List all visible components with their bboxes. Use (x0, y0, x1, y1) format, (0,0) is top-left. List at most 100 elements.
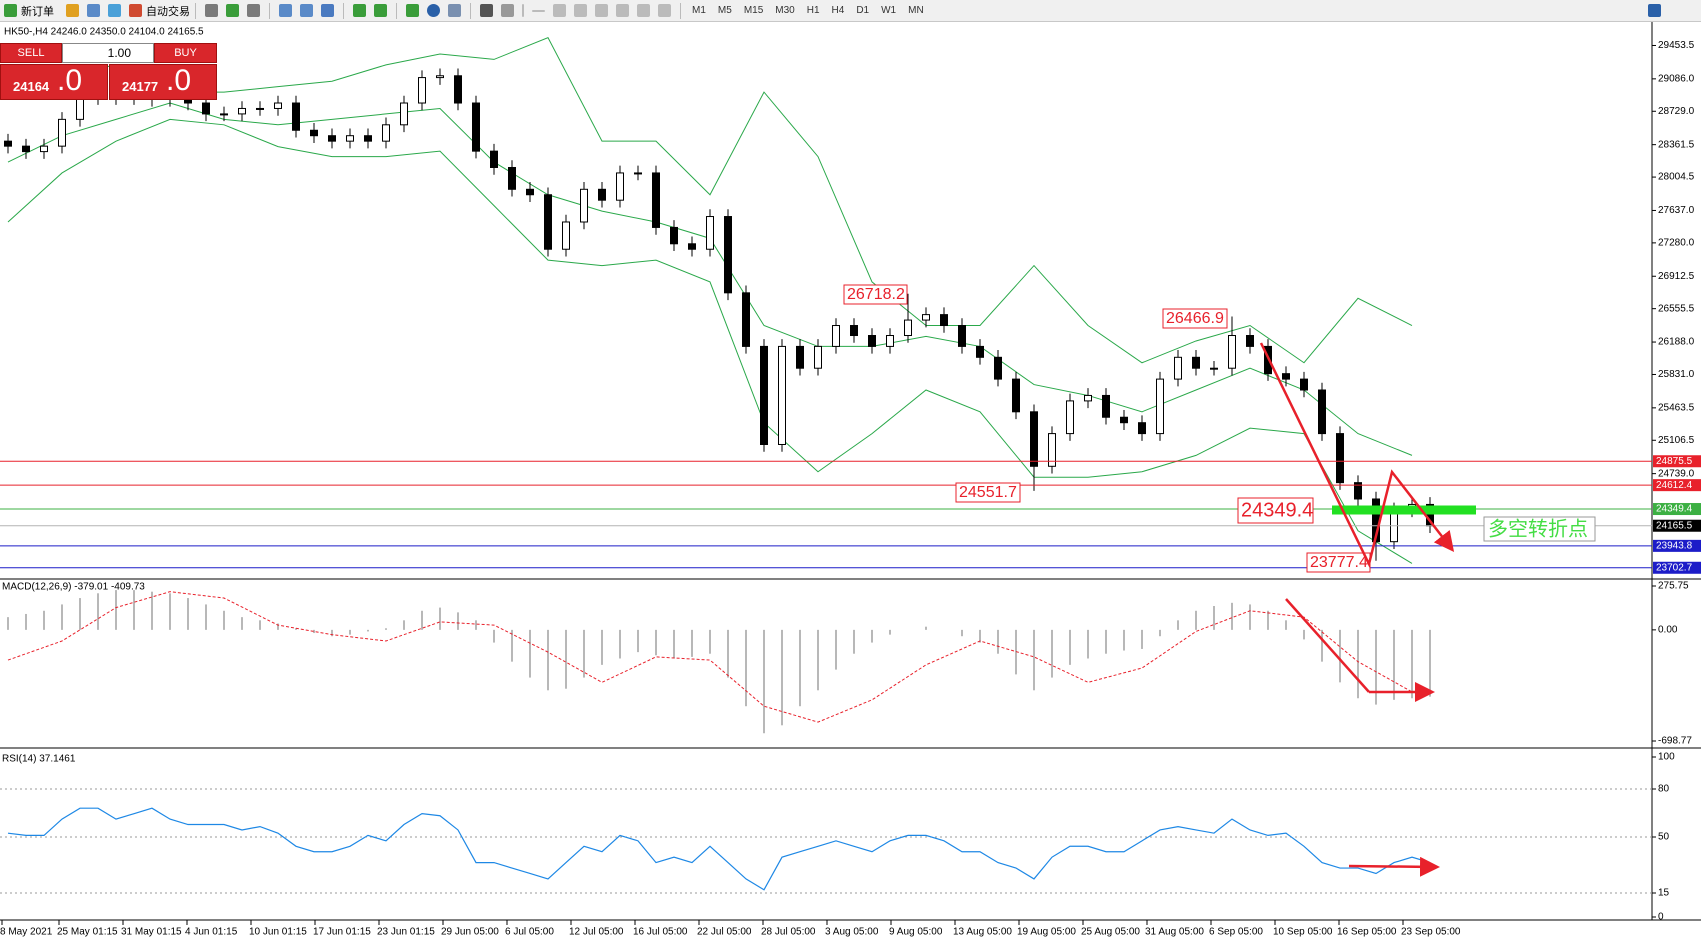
channel-tool[interactable] (574, 4, 587, 17)
candle-body (382, 124, 390, 142)
search[interactable] (1648, 4, 1661, 17)
auto-trading-button[interactable]: 自动交易 (146, 5, 190, 18)
candle-body (670, 226, 678, 245)
timeframe-button[interactable]: M30 (775, 5, 795, 16)
lot-input[interactable]: 1.00 (62, 43, 154, 63)
candle-body (544, 194, 552, 250)
indicators[interactable] (406, 4, 419, 17)
timeframe-button[interactable]: D1 (856, 5, 870, 16)
y-tick-label: 24739.0 (1658, 468, 1695, 479)
y-tick-label: 26912.5 (1658, 271, 1695, 282)
y-tick-label: 80 (1658, 784, 1670, 795)
sell-button[interactable]: SELL (0, 43, 62, 63)
level-label-bg (1653, 479, 1701, 492)
toolbar-icon[interactable] (205, 4, 218, 17)
timeframe-button[interactable]: MN (908, 5, 924, 16)
shapes-tool[interactable] (658, 4, 671, 17)
new-order-icon[interactable] (4, 4, 17, 17)
candle-body (760, 345, 768, 445)
level-label: 24165.5 (1656, 520, 1693, 531)
candle-body (310, 129, 318, 137)
level-label-bg (1653, 519, 1701, 532)
x-tick-label: 23 Jun 01:15 (377, 927, 435, 938)
tile-windows[interactable] (321, 4, 334, 17)
x-tick-label: 10 Sep 05:00 (1273, 927, 1333, 938)
candle-body (1102, 394, 1110, 418)
candle-body (724, 216, 732, 294)
candle-body (490, 150, 498, 168)
bid-price[interactable]: 24164 .0 (0, 64, 108, 100)
chart-header: HK50-,H4 24246.0 24350.0 24104.0 24165.5 (4, 27, 204, 38)
candle-body (922, 314, 930, 321)
text-tool[interactable] (616, 4, 629, 17)
toolbar-icon[interactable] (353, 4, 366, 17)
candle-body (454, 75, 462, 104)
bollinger-middle (7, 102, 1413, 456)
y-tick-label: 27637.0 (1658, 205, 1695, 216)
buy-button[interactable]: BUY (154, 43, 217, 63)
level-label: 24875.5 (1656, 456, 1693, 467)
timeframe-button[interactable]: M15 (743, 5, 764, 16)
x-tick-label: 19 Aug 05:00 (1017, 927, 1076, 938)
hline-tool[interactable] (532, 9, 545, 12)
candle-body (1246, 335, 1254, 347)
candle-body (40, 145, 48, 153)
candle-body (1030, 411, 1038, 467)
cursor-tool[interactable] (480, 4, 493, 17)
candle-body (328, 135, 336, 142)
candle-body (1264, 345, 1272, 375)
level-label: 23702.7 (1656, 562, 1693, 573)
templates[interactable] (448, 4, 461, 17)
candle-body (256, 107, 264, 110)
fibo-tool[interactable] (595, 4, 608, 17)
toolbar-icon[interactable] (374, 4, 387, 17)
candle-body (652, 172, 660, 228)
bollinger-upper (7, 36, 1413, 364)
toolbar-icon[interactable] (247, 4, 260, 17)
candle-body (1084, 394, 1092, 402)
auto-trading-icon[interactable] (129, 4, 142, 17)
toolbar-icon[interactable] (226, 4, 239, 17)
candle-body (526, 188, 534, 196)
x-tick-label: 4 Jun 01:15 (185, 927, 238, 938)
x-tick-label: 23 Sep 05:00 (1401, 927, 1461, 938)
timeframe-button[interactable]: W1 (881, 5, 897, 16)
x-tick-label: 13 Aug 05:00 (953, 927, 1012, 938)
periods[interactable] (427, 4, 440, 17)
candle-body (274, 102, 282, 109)
x-tick-label: 16 Sep 05:00 (1337, 927, 1397, 938)
candle-body (1174, 356, 1182, 380)
x-tick-label: 6 Sep 05:00 (1209, 927, 1263, 938)
timeframe-button[interactable]: M5 (717, 5, 732, 16)
candle-body (1228, 335, 1236, 369)
toolbar-icon[interactable] (66, 4, 79, 17)
trendline-tool[interactable] (553, 4, 566, 17)
toolbar-icon[interactable] (108, 4, 121, 17)
ask-main: 24177 (122, 79, 159, 94)
level-label-bg (1653, 455, 1701, 468)
timeframe-button[interactable]: M1 (692, 5, 706, 16)
candle-body (1336, 433, 1344, 484)
new-order-button[interactable]: 新订单 (21, 5, 54, 18)
ask-price[interactable]: 24177 .0 (109, 64, 217, 100)
y-tick-label: 28004.5 (1658, 172, 1695, 183)
timeframes: M1 M5 M15 M30 H1 H4 D1 W1 MN (686, 5, 930, 16)
timeframe-button[interactable]: H4 (831, 5, 845, 16)
y-tick-label: 28361.5 (1658, 139, 1695, 150)
zoom-in[interactable] (279, 4, 292, 17)
toolbar-icon[interactable] (87, 4, 100, 17)
candle-body (292, 102, 300, 131)
candle-body (706, 216, 714, 250)
rsi-title: RSI(14) 37.1461 (2, 754, 76, 765)
label-tool[interactable] (637, 4, 650, 17)
timeframe-button[interactable]: H1 (806, 5, 820, 16)
crosshair-tool[interactable] (501, 4, 514, 17)
x-tick-label: 28 Jul 05:00 (761, 927, 816, 938)
x-tick-label: 8 May 2021 (0, 927, 53, 938)
vline-tool[interactable] (522, 4, 524, 17)
y-tick-label: -698.77 (1658, 736, 1692, 747)
candle-body (868, 335, 876, 347)
zoom-out[interactable] (300, 4, 313, 17)
candle-body (418, 77, 426, 104)
candle-body (472, 102, 480, 152)
